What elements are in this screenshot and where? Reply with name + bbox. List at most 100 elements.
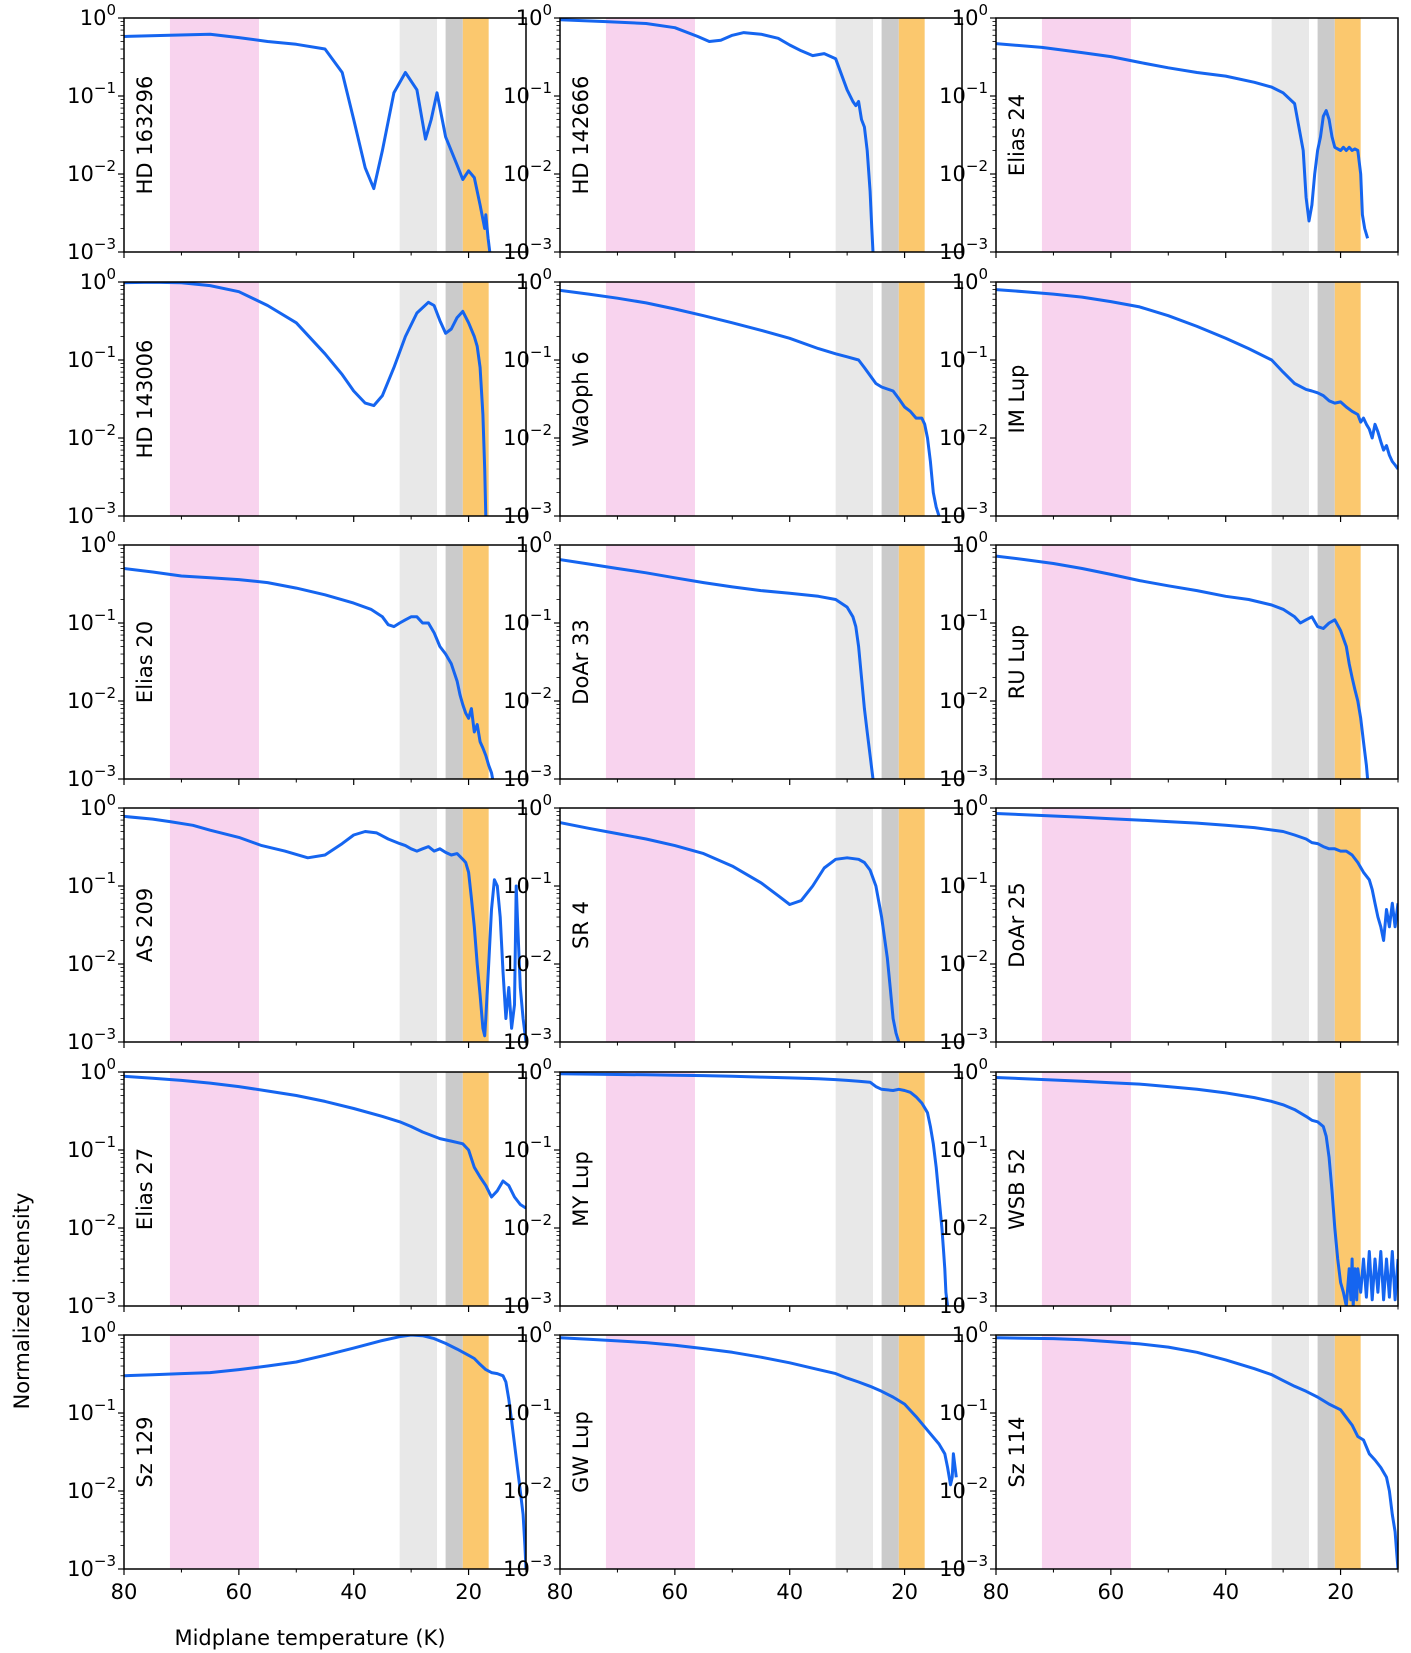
- y-tick-label-2-hd-143006: 10−2: [67, 421, 116, 450]
- light-gray-band-elias-24: [1271, 18, 1309, 252]
- y-tick-label-0-my-lup: 100: [516, 1055, 552, 1084]
- y-tick-label-3-sr-4: 10−3: [503, 1025, 552, 1054]
- x-tick-label-40-sz-129: 40: [340, 1580, 367, 1604]
- orange-band-elias-27: [462, 1072, 489, 1306]
- pink-band-im-lup: [1041, 282, 1131, 516]
- light-gray-band-gw-lup: [835, 1335, 873, 1569]
- axes-frame-elias-24: [995, 17, 1399, 253]
- y-tick-label-2-waoph-6: 10−2: [503, 421, 552, 450]
- y-tick-label-2-hd-163296: 10−2: [67, 157, 116, 186]
- y-tick-label-1-elias-24: 10−1: [939, 79, 988, 108]
- panel-sz-129: 80 60 40 20 100 10−1 10−2 10−3 Sz 129: [67, 1318, 527, 1604]
- intensity-line-ru-lup: [996, 554, 1370, 779]
- orange-band-doar-33: [898, 545, 925, 779]
- axes-frame-im-lup: [995, 281, 1399, 517]
- panel-sz-114: 80 60 40 20 100 10−1 10−2 10−3 Sz 114: [939, 1318, 1399, 1604]
- y-tick-label-1-doar-25: 10−1: [939, 869, 988, 898]
- panel-label-elias-20: Elias 20: [133, 621, 157, 703]
- intensity-line-hd-143006: [124, 282, 488, 516]
- y-tick-label-2-gw-lup: 10−2: [503, 1474, 552, 1503]
- panel-label-as-209: AS 209: [133, 888, 157, 962]
- panel-doar-25: 100 10−1 10−2 10−3 DoAr 25: [939, 791, 1399, 1054]
- panel-label-my-lup: MY Lup: [569, 1151, 593, 1227]
- y-tick-label-2-im-lup: 10−2: [939, 421, 988, 450]
- y-tick-label-3-as-209: 10−3: [67, 1025, 116, 1054]
- y-tick-label-2-elias-27: 10−2: [67, 1211, 116, 1240]
- intensity-line-sr-4: [560, 821, 901, 1042]
- y-tick-label-1-waoph-6: 10−1: [503, 343, 552, 372]
- y-tick-label-0-sr-4: 100: [516, 791, 552, 820]
- y-tick-label-1-elias-20: 10−1: [67, 606, 116, 635]
- y-tick-label-2-sz-114: 10−2: [939, 1474, 988, 1503]
- y-tick-label-1-wsb-52: 10−1: [939, 1133, 988, 1162]
- x-tick-label-60-sz-114: 60: [1097, 1580, 1124, 1604]
- y-tick-label-1-hd-143006: 10−1: [67, 343, 116, 372]
- y-tick-label-2-doar-25: 10−2: [939, 947, 988, 976]
- y-tick-label-0-ru-lup: 100: [952, 528, 988, 557]
- light-gray-band-sr-4: [835, 808, 873, 1042]
- axes-frame-as-209: [123, 807, 527, 1043]
- dark-gray-band-waoph-6: [881, 282, 899, 516]
- x-tick-label-60-sz-129: 60: [225, 1580, 252, 1604]
- y-tick-label-1-my-lup: 10−1: [503, 1133, 552, 1162]
- panel-elias-24: 100 10−1 10−2 10−3 Elias 24: [939, 1, 1399, 264]
- panel-waoph-6: 100 10−1 10−2 10−3 WaOph 6: [503, 265, 963, 528]
- orange-band-as-209: [462, 808, 489, 1042]
- axes-frame-wsb-52: [995, 1071, 1399, 1307]
- orange-band-waoph-6: [898, 282, 925, 516]
- axes-frame-doar-33: [559, 544, 963, 780]
- panel-label-elias-24: Elias 24: [1005, 94, 1029, 176]
- light-gray-band-hd-142666: [835, 18, 873, 252]
- y-tick-label-0-sz-114: 100: [952, 1318, 988, 1347]
- y-tick-label-2-my-lup: 10−2: [503, 1211, 552, 1240]
- figure-ylabel: Normalized intensity: [10, 1193, 34, 1410]
- panel-label-sz-129: Sz 129: [133, 1416, 157, 1487]
- y-tick-label-2-elias-20: 10−2: [67, 684, 116, 713]
- y-tick-label-2-doar-33: 10−2: [503, 684, 552, 713]
- light-gray-band-hd-143006: [399, 282, 437, 516]
- dark-gray-band-doar-33: [881, 545, 899, 779]
- dark-gray-band-hd-163296: [445, 18, 463, 252]
- panel-label-im-lup: IM Lup: [1005, 365, 1029, 434]
- light-gray-band-as-209: [399, 808, 437, 1042]
- y-tick-label-3-elias-20: 10−3: [67, 762, 116, 791]
- light-gray-band-my-lup: [835, 1072, 873, 1306]
- intensity-line-elias-20: [124, 567, 495, 779]
- axes-frame-hd-142666: [559, 17, 963, 253]
- y-tick-label-2-ru-lup: 10−2: [939, 684, 988, 713]
- y-tick-label-1-sz-114: 10−1: [939, 1396, 988, 1425]
- light-gray-band-waoph-6: [835, 282, 873, 516]
- y-tick-label-0-as-209: 100: [80, 791, 116, 820]
- y-tick-label-2-wsb-52: 10−2: [939, 1211, 988, 1240]
- y-tick-label-0-elias-27: 100: [80, 1055, 116, 1084]
- intensity-line-wsb-52: [996, 1076, 1398, 1306]
- dark-gray-band-hd-142666: [881, 18, 899, 252]
- orange-band-my-lup: [898, 1072, 925, 1306]
- dark-gray-band-ru-lup: [1317, 545, 1335, 779]
- intensity-line-doar-25: [996, 812, 1398, 942]
- orange-band-hd-142666: [898, 18, 925, 252]
- y-tick-label-3-hd-143006: 10−3: [67, 499, 116, 528]
- intensity-line-sz-114: [996, 1336, 1398, 1569]
- dark-gray-band-hd-143006: [445, 282, 463, 516]
- dark-gray-band-wsb-52: [1317, 1072, 1335, 1306]
- y-tick-label-2-sr-4: 10−2: [503, 947, 552, 976]
- panel-wsb-52: 100 10−1 10−2 10−3 WSB 52: [939, 1055, 1399, 1318]
- panel-label-waoph-6: WaOph 6: [569, 351, 593, 447]
- light-gray-band-sz-129: [399, 1335, 437, 1569]
- y-tick-label-1-hd-142666: 10−1: [503, 79, 552, 108]
- dark-gray-band-elias-24: [1317, 18, 1335, 252]
- y-tick-label-3-sz-129: 10−3: [67, 1552, 116, 1581]
- pink-band-hd-142666: [605, 18, 695, 252]
- pink-band-waoph-6: [605, 282, 695, 516]
- light-gray-band-elias-27: [399, 1072, 437, 1306]
- panel-hd-142666: 100 10−1 10−2 10−3 HD 142666: [503, 1, 963, 264]
- axes-frame-sz-114: [995, 1334, 1399, 1570]
- intensity-line-elias-24: [996, 42, 1370, 239]
- orange-band-hd-163296: [462, 18, 489, 252]
- dark-gray-band-elias-27: [445, 1072, 463, 1306]
- y-tick-label-1-hd-163296: 10−1: [67, 79, 116, 108]
- y-tick-label-0-doar-33: 100: [516, 528, 552, 557]
- dark-gray-band-my-lup: [881, 1072, 899, 1306]
